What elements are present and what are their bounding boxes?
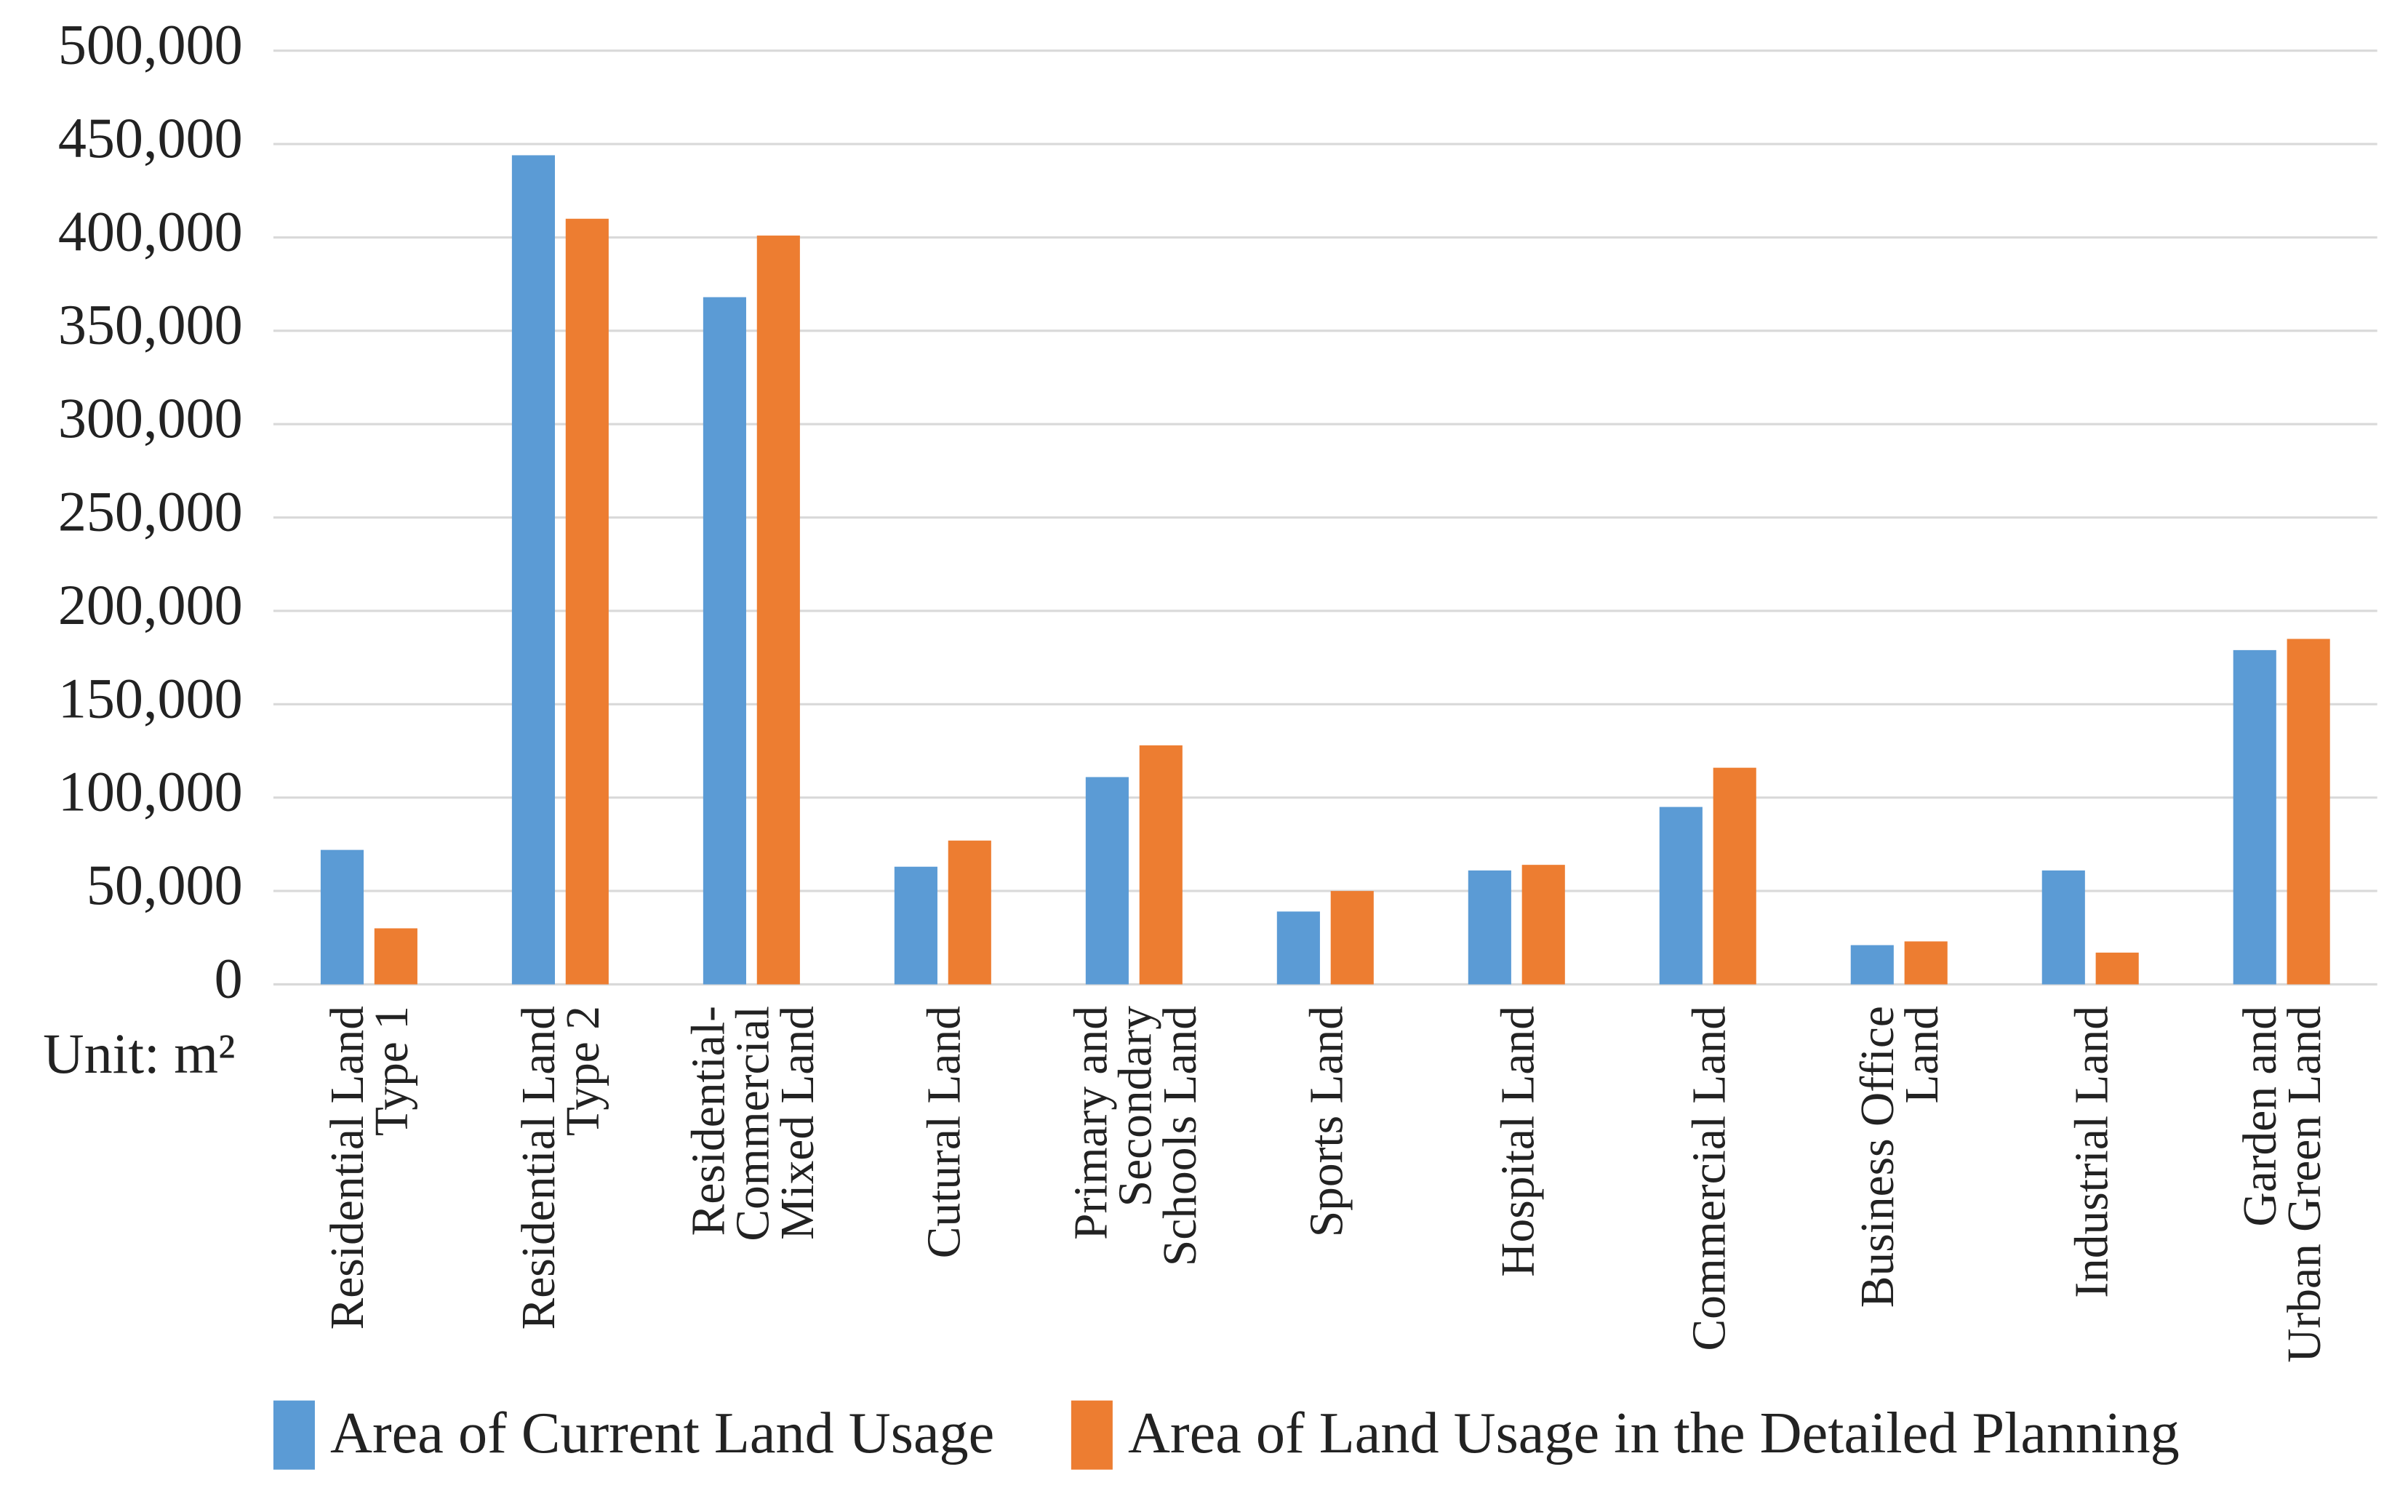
bar [1276,911,1320,985]
x-tick-group: Cutural Land [916,1006,970,1259]
x-tick-group: Garden and Urban Green Land [2232,1006,2331,1363]
bar [2095,952,2139,985]
x-tick-group: Business Office Land [1849,1006,1948,1308]
x-tick-label: Cutural Land [916,1006,970,1259]
bar [511,155,555,985]
x-tick-label: Hospital Land [1489,1006,1544,1277]
bar [565,218,609,985]
x-tick-box: Primary and Secondary Schools Land [1063,1006,1206,1267]
x-tick-label: Sports Land [1298,1006,1353,1238]
x-tick-label: Garden and Urban Green Land [2232,1006,2331,1363]
x-tick-label: Residential Land Type 2 [511,1006,609,1330]
x-tick-group: Industrial Land [2063,1006,2118,1298]
y-tick-label: 200,000 [58,573,243,636]
bar [1659,807,1703,985]
x-tick-label: Residential- Commercial Mixed Land [680,1006,823,1241]
bar [1713,767,1756,985]
bar [1850,945,1894,985]
x-tick-box: Hospital Land [1489,1006,1544,1277]
x-tick-label: Primary and Secondary Schools Land [1063,1006,1206,1267]
x-tick-group: Sports Land [1298,1006,1353,1238]
y-tick-label: 250,000 [58,480,243,543]
bar [756,235,800,985]
y-tick-label: 50,000 [87,853,243,916]
x-tick-label: Business Office Land [1849,1006,1948,1308]
x-tick-box: Residential Land Type 2 [511,1006,609,1330]
legend-swatch [1071,1400,1113,1470]
y-tick-label: 500,000 [58,13,243,76]
x-tick-group: Hospital Land [1489,1006,1544,1277]
x-tick-group: Residential Land Type 1 [319,1006,418,1330]
x-tick-box: Industrial Land [2063,1006,2118,1298]
bar [1139,745,1183,985]
x-tick-group: Residential Land Type 2 [511,1006,609,1330]
bar [1468,870,1511,985]
bar [320,849,364,985]
y-tick-label: 0 [215,946,243,1009]
x-tick-box: Residential- Commercial Mixed Land [680,1006,823,1241]
x-tick-box: Commercial Land [1681,1006,1735,1351]
y-tick-label: 400,000 [58,199,243,263]
x-tick-label: Industrial Land [2063,1006,2118,1298]
x-tick-label: Residential Land Type 1 [319,1006,418,1330]
legend-label: Area of Land Usage in the Detailed Plann… [1128,1401,2180,1465]
x-tick-box: Residential Land Type 1 [319,1006,418,1330]
legend-label: Area of Current Land Usage [330,1401,994,1465]
bar [1330,891,1374,985]
bar [894,866,937,985]
y-tick-label: 350,000 [58,293,243,356]
x-tick-box: Sports Land [1298,1006,1353,1238]
x-tick-group: Residential- Commercial Mixed Land [680,1006,823,1241]
bar [1521,865,1565,985]
y-tick-label: 450,000 [58,106,243,169]
x-tick-group: Primary and Secondary Schools Land [1063,1006,1206,1267]
x-tick-box: Business Office Land [1849,1006,1948,1308]
bar [1904,941,1948,985]
x-tick-label: Commercial Land [1681,1006,1735,1351]
bar [374,928,417,985]
bar [948,840,991,985]
x-tick-box: Garden and Urban Green Land [2232,1006,2331,1363]
x-tick-box: Cutural Land [916,1006,970,1259]
x-tick-group: Commercial Land [1681,1006,1735,1351]
y-tick-label: 300,000 [58,386,243,449]
y-unit-label: Unit: m² [43,1022,235,1085]
bar [2041,870,2085,985]
y-tick-label: 150,000 [58,666,243,729]
bar [703,297,746,985]
bar [1085,777,1129,985]
legend-swatch [273,1400,315,1470]
y-tick-label: 100,000 [58,760,243,823]
bar [2233,649,2276,985]
bar [2287,639,2330,985]
